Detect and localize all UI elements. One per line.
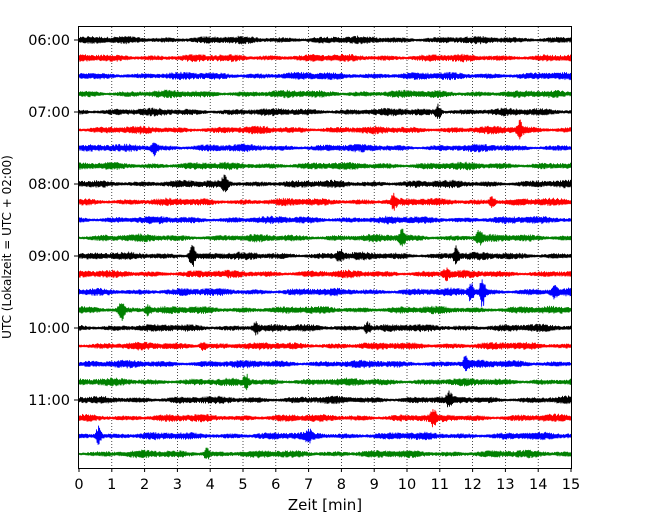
seismic-trace bbox=[78, 215, 572, 225]
seismic-trace bbox=[78, 355, 572, 372]
x-axis-ticks: 0 1 2 3 4 5 6 7 8 9 10 11 12 13 14 15 bbox=[74, 468, 580, 493]
seismic-traces bbox=[78, 35, 572, 460]
seismic-trace bbox=[78, 267, 572, 282]
x-tick-label: 11 bbox=[431, 477, 449, 493]
x-tick-label: 13 bbox=[496, 477, 514, 493]
y-tick-label: 10:00 bbox=[28, 321, 70, 337]
seismic-trace bbox=[78, 71, 572, 81]
seismic-trace bbox=[78, 35, 572, 45]
y-tick-label: 08:00 bbox=[28, 177, 70, 193]
seismic-trace bbox=[78, 321, 572, 336]
x-axis-label: Zeit [min] bbox=[288, 496, 362, 514]
x-tick-label: 15 bbox=[562, 477, 580, 493]
x-tick-label: 9 bbox=[370, 477, 379, 493]
seismic-trace bbox=[78, 408, 572, 428]
seismic-trace bbox=[78, 390, 572, 408]
x-tick-label: 3 bbox=[173, 477, 182, 493]
x-tick-label: 12 bbox=[463, 477, 481, 493]
y-tick-label: 06:00 bbox=[28, 33, 70, 49]
plot-frame bbox=[78, 26, 572, 469]
x-tick-label: 8 bbox=[337, 477, 346, 493]
y-axis-label: UTC (Lokalzeit = UTC + 02:00) bbox=[0, 155, 14, 339]
x-tick-label: 4 bbox=[206, 477, 215, 493]
seismic-trace bbox=[78, 228, 572, 247]
y-axis-ticks: 06:00 07:00 08:00 09:00 10:00 11:00 bbox=[28, 33, 78, 409]
seismic-trace bbox=[78, 161, 572, 171]
x-tick-label: 14 bbox=[529, 477, 547, 493]
x-tick-label: 6 bbox=[271, 477, 280, 493]
seismic-trace bbox=[78, 244, 572, 267]
x-tick-label: 5 bbox=[238, 477, 247, 493]
seismic-trace bbox=[78, 174, 572, 193]
seismic-trace bbox=[78, 53, 572, 63]
x-tick-label: 10 bbox=[398, 477, 416, 493]
seismic-trace bbox=[78, 279, 572, 307]
seismic-trace bbox=[78, 373, 572, 391]
x-tick-label: 7 bbox=[304, 477, 313, 493]
seismic-trace bbox=[78, 447, 572, 460]
seismic-trace bbox=[78, 425, 572, 445]
seismic-trace bbox=[78, 142, 572, 157]
x-tick-label: 2 bbox=[140, 477, 149, 493]
x-tick-label: 0 bbox=[74, 477, 83, 493]
seismic-trace bbox=[78, 103, 572, 119]
x-tick-label: 1 bbox=[107, 477, 116, 493]
seismic-trace bbox=[78, 303, 572, 321]
seismic-trace bbox=[78, 89, 572, 99]
y-tick-label: 09:00 bbox=[28, 249, 70, 265]
y-tick-label: 07:00 bbox=[28, 105, 70, 121]
seismic-trace bbox=[78, 192, 572, 211]
y-tick-label: 11:00 bbox=[28, 393, 70, 409]
seismic-trace bbox=[78, 341, 572, 351]
seismic-trace bbox=[78, 119, 572, 140]
